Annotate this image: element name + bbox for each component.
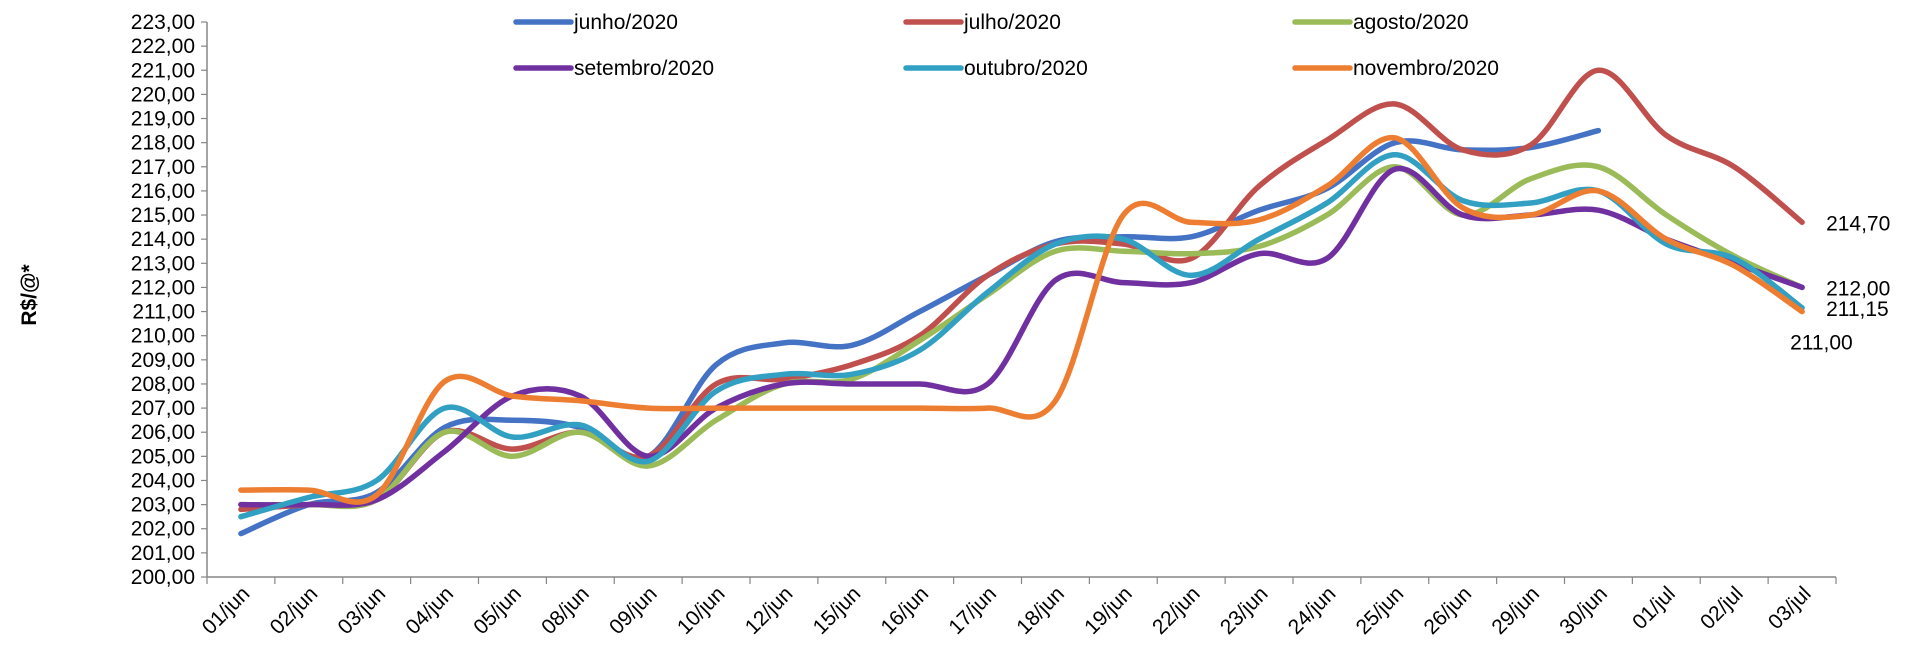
y-axis-label: R$/@*: [18, 264, 41, 326]
y-tick-label: 222,00: [131, 35, 195, 58]
x-tick-label: 04/jun: [401, 582, 458, 639]
x-tick-label: 15/jun: [809, 582, 866, 639]
y-tick-label: 218,00: [131, 132, 195, 155]
axes: [206, 22, 1836, 578]
legend-label: outubro/2020: [964, 57, 1088, 80]
x-tick-label: 16/jun: [876, 582, 933, 639]
series-lines: [238, 67, 1805, 537]
y-tick-label: 221,00: [131, 59, 195, 82]
series-line-junho-2020: [238, 127, 1602, 537]
x-tick-label: 12/jun: [741, 582, 798, 639]
x-tick-label: 23/jun: [1216, 582, 1273, 639]
legend-label: novembro/2020: [1353, 57, 1499, 80]
end-value-label: 211,15: [1826, 298, 1889, 321]
end-value-label: 214,70: [1826, 212, 1890, 235]
y-tick-label: 214,00: [131, 228, 195, 251]
series-line-julho-2020: [238, 67, 1805, 513]
y-tick-label: 215,00: [131, 204, 195, 227]
legend-label: agosto/2020: [1353, 11, 1469, 34]
x-tick-label: 26/jun: [1419, 582, 1476, 639]
series-line-outubro-2020: [238, 151, 1805, 520]
end-value-label: 212,00: [1826, 277, 1890, 300]
y-tick-label: 223,00: [131, 11, 195, 34]
x-tick-label: 02/jun: [266, 582, 323, 639]
x-tick-label: 09/jun: [605, 582, 662, 639]
x-tick-label: 01/jun: [198, 582, 255, 639]
x-tick-label: 30/jun: [1555, 582, 1612, 639]
y-tick-label: 210,00: [131, 325, 195, 348]
x-tick-label: 29/jun: [1487, 582, 1544, 639]
y-tick-label: 209,00: [131, 349, 195, 372]
x-tick-label: 03/jun: [333, 582, 390, 639]
x-tick-label: 19/jun: [1080, 582, 1137, 639]
y-tick-label: 216,00: [131, 180, 195, 203]
y-tick-label: 204,00: [131, 469, 195, 492]
y-tick-label: 212,00: [131, 276, 195, 299]
y-tick-label: 217,00: [131, 156, 195, 179]
x-axis-ticks: 01/jun 02/jun 03/jun 04/jun 05/jun 08/jun 09/j…: [198, 577, 1837, 639]
x-tick-label: 17/jun: [944, 582, 1001, 639]
y-tick-label: 211,00: [132, 301, 195, 324]
x-tick-label: 08/jun: [537, 582, 594, 639]
legend-label: setembro/2020: [574, 57, 714, 80]
x-tick-label: 05/jun: [469, 582, 526, 639]
y-tick-label: 208,00: [131, 373, 195, 396]
y-tick-label: 203,00: [131, 494, 195, 517]
x-tick-label: 25/jun: [1352, 582, 1409, 639]
legend: junho/2020 julho/2020 agosto/2020 setembro/…: [513, 11, 1499, 80]
y-tick-label: 220,00: [131, 83, 195, 106]
series-line-novembro-2020: [238, 135, 1805, 505]
y-tick-label: 202,00: [131, 518, 195, 541]
x-tick-label: 18/jun: [1012, 582, 1069, 639]
y-tick-label: 207,00: [131, 397, 195, 420]
y-tick-label: 219,00: [131, 108, 195, 131]
end-value-label: 211,00: [1790, 332, 1853, 355]
y-axis-ticks: 200,00201,00202,00203,00204,00205,00206,…: [131, 11, 207, 589]
x-tick-label: 24/jun: [1284, 582, 1341, 639]
x-tick-label: 10/jun: [673, 582, 730, 639]
x-tick-label: 03/jul: [1764, 582, 1816, 634]
series-line-agosto-2020: [238, 162, 1805, 510]
y-tick-label: 213,00: [131, 252, 195, 275]
legend-label: julho/2020: [963, 11, 1061, 34]
y-tick-label: 206,00: [131, 421, 195, 444]
x-tick-label: 02/jul: [1696, 582, 1748, 634]
x-tick-label: 22/jun: [1148, 582, 1205, 639]
legend-label: junho/2020: [573, 11, 678, 34]
series-line-setembro-2020: [238, 165, 1805, 508]
y-tick-label: 200,00: [131, 566, 195, 589]
y-tick-label: 205,00: [131, 445, 195, 468]
x-tick-label: 01/jul: [1628, 582, 1680, 634]
y-tick-label: 201,00: [131, 542, 195, 565]
